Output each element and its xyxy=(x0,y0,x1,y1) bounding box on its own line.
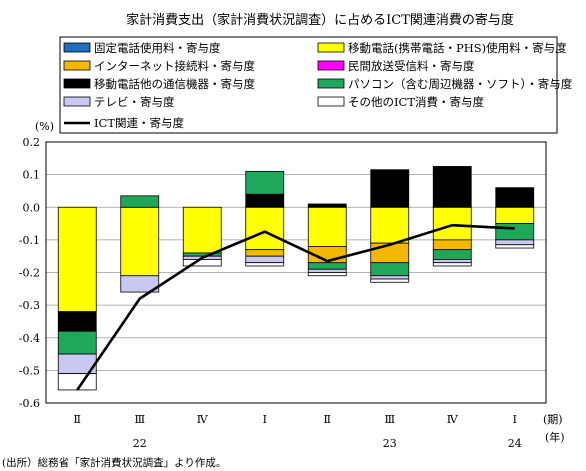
bar-segment-5-0 xyxy=(57,330,97,355)
bar-segment-1-1 xyxy=(120,206,160,277)
legend-swatch-2 xyxy=(63,60,91,71)
x-tick-label: Ⅰ xyxy=(513,413,517,426)
bar-segment-7-7 xyxy=(495,244,535,249)
x-axis-unit: (期) xyxy=(543,413,563,426)
year-label: 22 xyxy=(133,437,147,450)
legend-swatch-1 xyxy=(317,42,345,53)
bar-segment-1-3 xyxy=(245,206,285,251)
bar-segment-4-4 xyxy=(307,203,347,208)
x-tick-label: Ⅰ xyxy=(263,413,267,426)
bar-segment-5-1 xyxy=(120,195,160,208)
bar-segment-5-7 xyxy=(495,223,535,241)
bar-segment-2-6 xyxy=(432,239,472,251)
bar-segment-5-6 xyxy=(432,249,472,260)
y-tick-label: -0.4 xyxy=(19,332,40,345)
bar-segment-4-3 xyxy=(245,193,285,208)
ict-total-line xyxy=(76,223,515,391)
bar-segment-4-0 xyxy=(57,311,97,332)
bar-segment-7-2 xyxy=(182,259,222,267)
bar-segment-6-4 xyxy=(307,268,347,273)
bar-segment-6-7 xyxy=(495,239,535,246)
legend-label-line: ICT関連・寄与度 xyxy=(94,116,185,130)
bar-segment-5-4 xyxy=(307,262,347,270)
legend: 固定電話使用料・寄与度 移動電話(携帯電話・PHS)使用料・寄与度インターネット接… xyxy=(59,36,573,134)
x-tick-label: Ⅲ xyxy=(384,413,395,426)
year-unit: (年) xyxy=(545,430,565,444)
y-tick-label: 0.2 xyxy=(23,136,41,149)
legend-swatch-6 xyxy=(63,96,91,107)
year-label: 23 xyxy=(383,437,397,450)
axes: Ⅱ Ⅲ Ⅳ Ⅰ Ⅱ Ⅲ Ⅳ Ⅰ 22 23 24 xyxy=(45,141,547,450)
y-tick-label: -0.3 xyxy=(19,299,40,312)
source-note: (出所）総務省「家計消費状況調査」より作成。 xyxy=(2,456,226,469)
legend-label-3: 民間放送受信料・寄与度 xyxy=(348,59,475,73)
bar-segment-4-6 xyxy=(432,166,472,208)
bar-segment-1-6 xyxy=(432,206,472,241)
y-tick-label: 0.0 xyxy=(23,201,41,214)
chart-title: 家計消費支出（家計消費状況調査）に占めるICT関連消費の寄与度 xyxy=(126,12,514,28)
legend-label-0: 固定電話使用料・寄与度 xyxy=(94,41,221,55)
bar-segment-7-0 xyxy=(57,373,97,391)
bar-segment-5-3 xyxy=(245,170,285,195)
x-tick-label: Ⅱ xyxy=(324,413,331,426)
bar-segment-7-6 xyxy=(432,262,472,267)
bar-segment-7-3 xyxy=(245,262,285,267)
x-tick-label: Ⅳ xyxy=(197,413,209,426)
bar-segment-7-4 xyxy=(307,272,347,277)
y-tick-label: 0.1 xyxy=(23,169,41,182)
legend-label-7: その他のICT消費・寄与度 xyxy=(348,95,485,109)
bar-segment-5-5 xyxy=(370,262,410,277)
legend-swatch-0 xyxy=(63,42,91,53)
bar-segment-1-7 xyxy=(495,206,535,224)
legend-swatch-3 xyxy=(317,60,345,71)
legend-swatch-4 xyxy=(63,78,91,89)
x-tick-label: Ⅲ xyxy=(134,413,145,426)
bar-segment-6-6 xyxy=(432,259,472,264)
bar-segment-1-5 xyxy=(370,206,410,244)
bar-segment-1-2 xyxy=(182,206,222,254)
legend-swatch-7 xyxy=(317,96,345,107)
year-label: 24 xyxy=(508,437,522,450)
bar-segment-2-3 xyxy=(245,249,285,257)
legend-swatch-5 xyxy=(317,78,345,89)
x-tick-label: Ⅳ xyxy=(447,413,459,426)
plot-frame xyxy=(45,141,547,404)
y-tick-label: -0.1 xyxy=(19,234,40,247)
x-tick-label: Ⅱ xyxy=(74,413,81,426)
y-tick-label: -0.2 xyxy=(19,267,40,280)
legend-label-5: パソコン（含む周辺機器・ソフト）・寄与度 xyxy=(348,77,573,91)
legend-label-1: 移動電話(携帯電話・PHS)使用料・寄与度 xyxy=(348,41,567,55)
bar-segment-6-1 xyxy=(120,275,160,293)
y-tick-label: -0.6 xyxy=(19,397,40,410)
ict-total-polyline xyxy=(76,223,515,391)
legend-frame xyxy=(59,36,558,134)
bar-segment-6-3 xyxy=(245,255,285,264)
y-axis-unit: (%) xyxy=(35,120,54,133)
bar-segment-1-4 xyxy=(307,206,347,247)
bar-segment-6-5 xyxy=(370,275,410,280)
bar-segment-4-7 xyxy=(495,187,535,208)
bar-segment-7-5 xyxy=(370,278,410,283)
legend-label-2: インターネット接続料・寄与度 xyxy=(94,59,255,73)
y-tick-label: -0.5 xyxy=(19,364,40,377)
bars xyxy=(57,166,535,391)
bar-segment-1-0 xyxy=(57,206,97,313)
bar-segment-4-5 xyxy=(370,169,410,208)
legend-label-4: 移動電話他の通信機器・寄与度 xyxy=(94,77,255,91)
legend-label-6: テレビ・寄与度 xyxy=(94,95,175,109)
